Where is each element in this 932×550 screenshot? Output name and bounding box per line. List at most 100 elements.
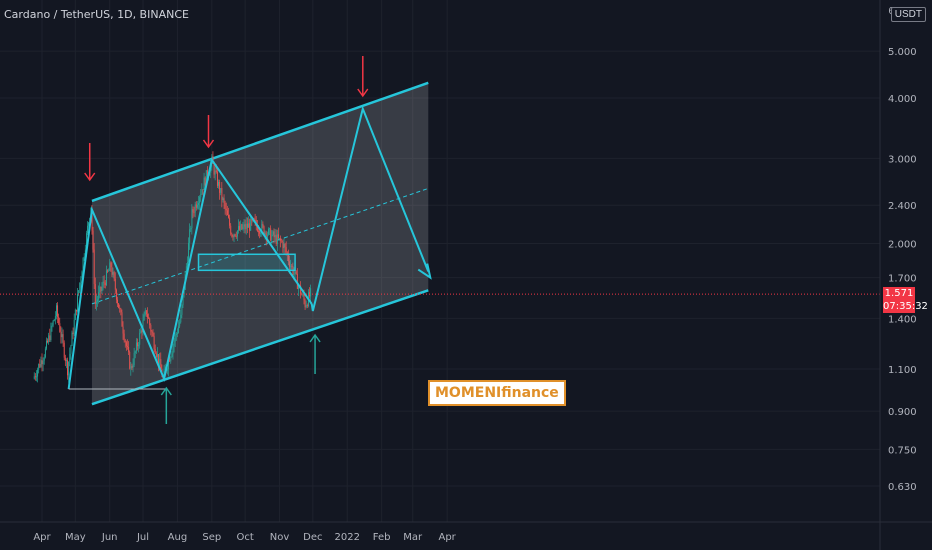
candle-body [63,342,65,358]
candle-body [256,225,258,231]
candle-body [124,340,126,343]
candle-body [284,243,286,248]
green-arrow-dec-head [309,333,321,343]
candle-body [281,240,283,242]
candle-body [47,340,49,343]
candle-body [34,376,36,378]
candle-body [168,359,170,370]
candle-body [288,254,289,262]
candle-body [88,222,90,226]
candle-body [152,332,154,337]
candle-body [36,376,37,378]
candle-body [261,223,263,233]
candle-body [215,170,217,172]
candle-body [270,228,272,241]
candle-body [133,352,135,366]
candle-body [273,231,275,238]
candle-body [104,282,106,286]
candle-body [172,345,174,354]
candlestick-series [33,151,312,383]
candle-body [268,228,269,235]
candle-body [245,223,247,230]
candle-body [56,305,57,317]
candle-body [125,342,127,347]
x-tick-label: Mar [403,532,423,543]
candle-body [303,294,305,301]
candle-body [258,230,259,232]
candle-body [109,262,111,271]
candle-body [132,365,134,368]
candle-body [54,316,56,320]
candle-body [117,299,118,304]
candle-body [178,326,180,333]
candle-body [69,353,71,362]
watermark-logo: MOMENIfinance [428,380,566,406]
candle-body [147,314,148,318]
candle-body [171,353,173,357]
candle-body [107,270,108,272]
candle-body [113,272,115,279]
candle-body [246,223,248,228]
candle-body [202,189,204,191]
candle-body [271,234,273,241]
candle-body [137,342,138,347]
candle-body [135,342,137,352]
candle-body [301,294,303,296]
candle-body [40,360,42,367]
candle-body [259,231,261,234]
last-price-value: 1.571 [884,288,914,300]
candle-body [235,235,237,237]
candle-body [260,232,262,234]
annotation-drawings [0,56,880,424]
candle-body [191,209,193,229]
time-axis[interactable]: Apr May Jun Jul Aug Sep Oct Nov Dec 2022 Feb Mar Apr [0,521,932,543]
candle-body [43,357,45,361]
candle-body [91,207,93,231]
candle-body [160,359,162,369]
last-price-tag: 1.571 07:35:32 [883,287,928,314]
candle-body [234,234,236,236]
channel-fill [91,82,429,405]
candle-body [163,369,165,378]
candle-body [167,369,168,371]
y-tick-label: 0.630 [888,482,917,493]
candle-body [169,359,171,362]
candle-body [108,270,110,272]
candle-body [213,163,215,175]
candle-body [100,286,102,291]
x-tick-label: Aug [168,532,188,543]
candle-body [52,321,54,326]
candle-body [302,294,304,296]
candle-body [78,290,80,295]
x-tick-label: Nov [270,532,290,543]
candle-body [134,351,136,353]
x-tick-label: 2022 [335,532,360,543]
candle-body [220,188,222,193]
x-tick-label: Sep [202,532,221,543]
y-tick-label: 1.400 [888,314,917,325]
candle-body [98,292,100,300]
bar-countdown: 07:35:32 [883,301,928,313]
candle-body [233,234,235,238]
candle-body [122,326,124,334]
candle-body [276,234,278,245]
candle-body [114,278,116,290]
candle-body [59,323,61,332]
price-axis[interactable]: 5.000 4.000 3.000 2.400 2.000 1.700 1.400 1.100… [879,0,917,550]
candle-body [229,217,231,226]
candle-body [81,271,83,279]
candle-body [283,243,285,249]
candle-body [128,346,130,352]
candle-body [105,270,107,286]
candle-body [298,286,299,289]
candle-body [206,170,208,177]
candle-body [198,203,200,205]
candle-body [262,223,264,227]
candle-body [61,334,63,338]
candle-body [62,334,64,343]
candle-body [72,332,74,335]
y-tick-label: 1.700 [888,274,917,285]
candle-body [95,301,97,304]
currency-badge[interactable]: USDT [890,7,926,22]
